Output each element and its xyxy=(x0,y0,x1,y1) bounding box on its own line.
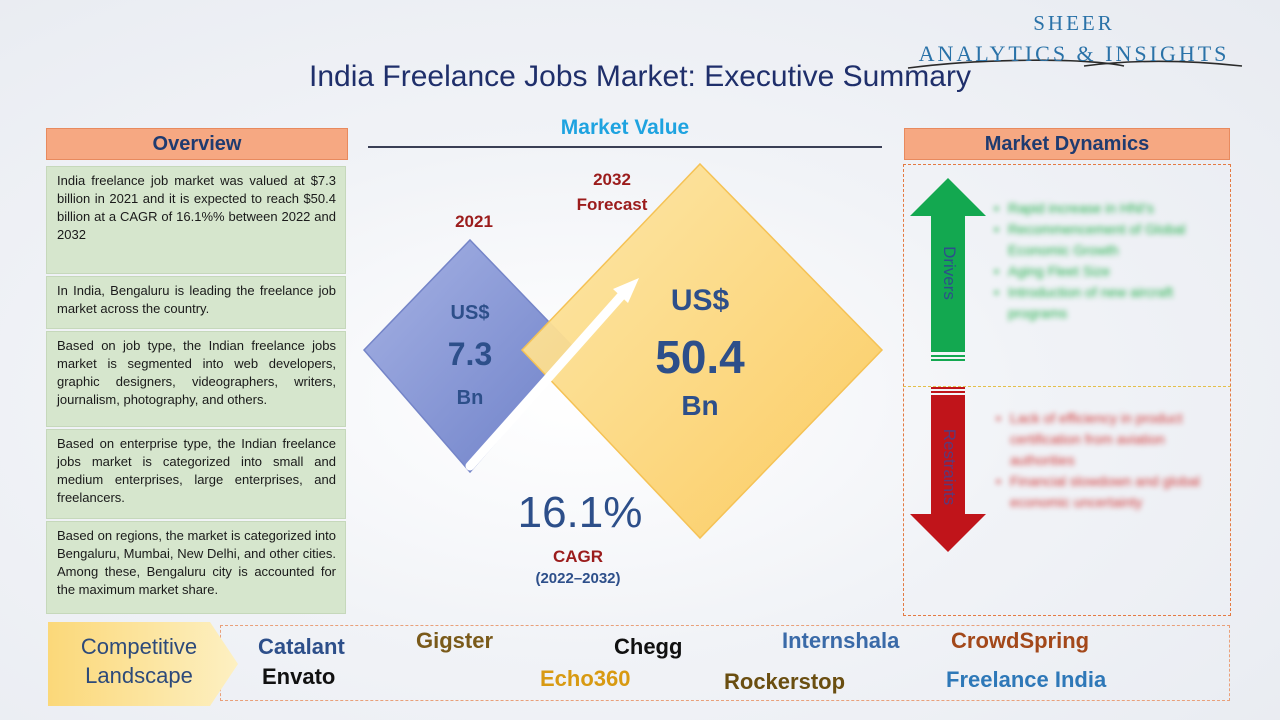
driver-item: Aging Fleet Size xyxy=(994,261,1214,282)
restraint-item: Lack of efficiency in product certificat… xyxy=(996,408,1216,471)
company-name: Freelance India xyxy=(946,667,1107,692)
year-2032-label: 2032 xyxy=(593,170,631,189)
drivers-list: Rapid increase in HNI's Recommencement o… xyxy=(994,198,1214,324)
company-name: Gigster xyxy=(416,628,494,653)
company-name: CrowdSpring xyxy=(951,628,1090,653)
diamond-2021 xyxy=(362,238,578,474)
restraint-item: Financial slowdown and global economic u… xyxy=(996,471,1216,513)
cagr-value: 16.1% xyxy=(517,488,643,537)
drivers-label: Drivers xyxy=(940,246,959,300)
growth-arrow-icon xyxy=(613,278,639,303)
market-value-header: Market Value xyxy=(560,116,690,139)
competitive-label-line1: Competitive xyxy=(80,634,198,659)
market-dynamics-panel xyxy=(903,164,1231,616)
diamond-2032 xyxy=(520,162,884,540)
overview-paragraph: Based on enterprise type, the Indian fre… xyxy=(46,429,346,519)
market-dynamics-header: Market Dynamics xyxy=(904,128,1230,160)
competitive-landscape-label: Competitive Landscape xyxy=(54,632,224,690)
competitive-landscape-chevron xyxy=(48,622,238,706)
restraints-label: Restraints xyxy=(940,428,959,506)
year-2021-label: 2021 xyxy=(455,212,493,231)
forecast-label: Forecast xyxy=(576,195,648,214)
logo-swoosh-icon xyxy=(907,59,1243,69)
value-2032: 50.4 xyxy=(655,331,745,383)
cagr-period: (2022–2032) xyxy=(535,570,621,587)
driver-item: Recommencement of Global Economic Growth xyxy=(994,219,1214,261)
competitive-label-line2: Landscape xyxy=(85,663,193,688)
growth-arrow-shaft xyxy=(465,290,627,471)
overview-paragraph: Based on job type, the Indian freelance … xyxy=(46,331,346,427)
company-name: Chegg xyxy=(614,634,683,659)
drivers-arrow-icon xyxy=(910,178,986,352)
logo-text-line2: ANALYTICS & INSIGHTS xyxy=(918,41,1230,66)
dynamics-divider xyxy=(903,386,1231,387)
restraints-arrow-icon xyxy=(910,395,986,552)
unit-2021: Bn xyxy=(456,387,484,409)
value-2021: 7.3 xyxy=(447,336,493,372)
restraints-list: Lack of efficiency in product certificat… xyxy=(996,408,1216,513)
company-name: Catalant xyxy=(258,634,345,659)
overview-paragraph: Based on regions, the market is categori… xyxy=(46,521,346,614)
market-value-diagram xyxy=(362,162,884,540)
company-name: Envato xyxy=(262,664,336,689)
logo-text-line1: SHEER xyxy=(1033,11,1115,35)
overview-header: Overview xyxy=(46,128,348,160)
company-name: Internshala xyxy=(782,628,900,653)
page-title: India Freelance Jobs Market: Executive S… xyxy=(309,60,971,93)
cagr-label: CAGR xyxy=(552,547,604,566)
unit-2032: Bn xyxy=(681,390,719,421)
driver-item: Introduction of new aircraft programs xyxy=(994,282,1214,324)
company-logo: SHEER ANALYTICS & INSIGHTS xyxy=(904,8,1244,76)
market-value-divider xyxy=(368,146,882,148)
dynamics-arrows xyxy=(910,178,986,552)
company-name: Rockerstop xyxy=(724,669,846,694)
driver-item: Rapid increase in HNI's xyxy=(994,198,1214,219)
company-name: Echo360 xyxy=(540,666,631,691)
currency-2032: US$ xyxy=(670,284,730,317)
currency-2021: US$ xyxy=(450,302,490,324)
overview-paragraph: In India, Bengaluru is leading the freel… xyxy=(46,276,346,329)
overview-paragraph: India freelance job market was valued at… xyxy=(46,166,346,274)
